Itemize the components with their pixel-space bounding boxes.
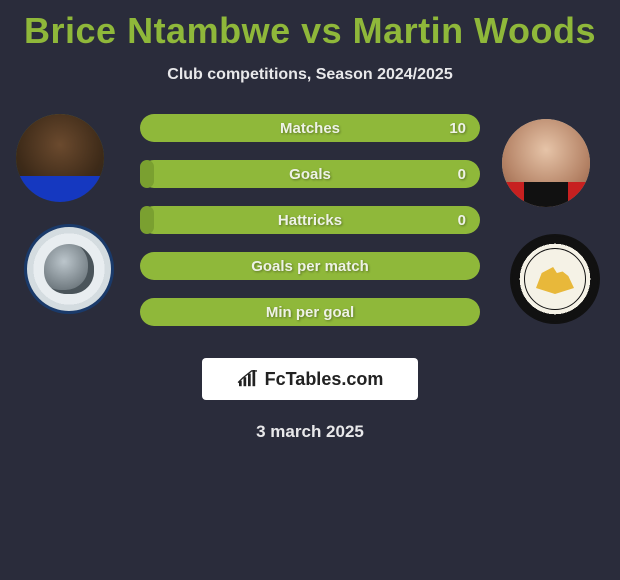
stat-bar-label: Goals <box>140 160 480 188</box>
player-left-avatar <box>16 114 104 202</box>
stat-bars: Matches10Goals0Hattricks0Goals per match… <box>140 114 480 344</box>
bar-chart-icon <box>237 370 259 388</box>
comparison-area: Matches10Goals0Hattricks0Goals per match… <box>0 114 620 344</box>
page-title: Brice Ntambwe vs Martin Woods <box>0 0 620 52</box>
club-left-crest <box>24 224 114 314</box>
date-label: 3 march 2025 <box>0 422 620 442</box>
player-right-avatar <box>502 119 590 207</box>
stat-bar: Matches10 <box>140 114 480 142</box>
stat-bar: Hattricks0 <box>140 206 480 234</box>
stat-bar: Min per goal <box>140 298 480 326</box>
fctables-logo: FcTables.com <box>202 358 418 400</box>
stat-bar-label: Min per goal <box>140 298 480 326</box>
stat-bar-value: 10 <box>449 114 466 142</box>
subtitle: Club competitions, Season 2024/2025 <box>0 66 620 84</box>
stat-bar: Goals per match <box>140 252 480 280</box>
logo-text: FcTables.com <box>265 369 384 390</box>
stat-bar: Goals0 <box>140 160 480 188</box>
stat-bar-label: Matches <box>140 114 480 142</box>
stat-bar-value: 0 <box>458 160 466 188</box>
club-right-crest <box>510 234 600 324</box>
stat-bar-label: Goals per match <box>140 252 480 280</box>
stat-bar-value: 0 <box>458 206 466 234</box>
stat-bar-label: Hattricks <box>140 206 480 234</box>
